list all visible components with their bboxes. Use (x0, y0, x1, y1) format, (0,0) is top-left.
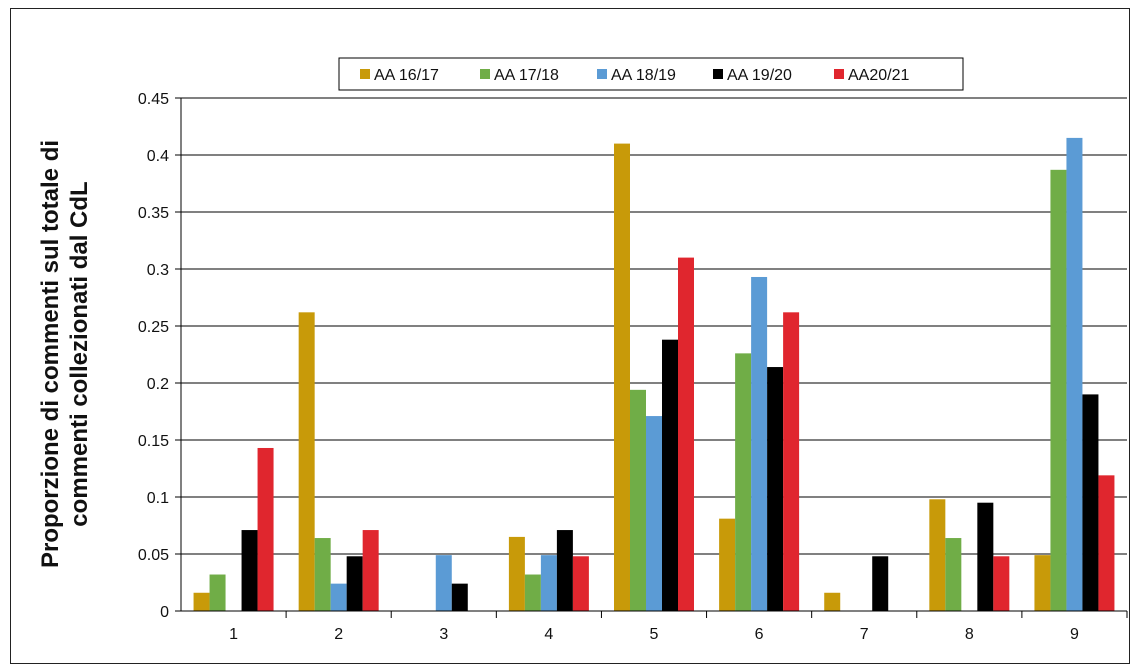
bar-aa-17-18-cat-2 (314, 538, 331, 611)
bar-aa-19-20-cat-3 (451, 583, 468, 611)
legend-box (338, 57, 964, 91)
bar-aa-19-20-cat-8 (977, 502, 994, 611)
legend-swatch (597, 69, 607, 79)
legend-swatch (360, 69, 370, 79)
y-tick-label: 0.3 (147, 262, 169, 279)
x-tick-label: 4 (544, 626, 553, 643)
y-tick-label: 0.1 (147, 490, 169, 507)
y-axis-label: Proporzione di commenti sul totale di co… (37, 140, 93, 568)
bar-aa-17-18-cat-1 (209, 574, 226, 611)
x-tick-label: 6 (755, 626, 764, 643)
y-tick-label: 0.35 (138, 205, 169, 222)
x-tick-labels: 1 2 3 4 5 6 7 8 9 (229, 626, 1079, 643)
bar-aa-19-20-cat-2 (346, 556, 363, 611)
legend: AA 16/17 AA 17/18 AA 18/19 AA 19/20 AA20/21 (338, 57, 964, 91)
bars (193, 137, 1115, 611)
legend-label: AA 17/18 (494, 67, 559, 84)
x-tick-label: 5 (650, 626, 659, 643)
bar-aa20-21-cat-5 (678, 257, 694, 611)
bar-aa-16-17-cat-6 (719, 518, 736, 611)
x-tick-label: 7 (860, 626, 869, 643)
bar-aa-18-19-cat-3 (435, 555, 452, 611)
bar-aa20-21-cat-8 (993, 556, 1010, 611)
bar-aa-18-19-cat-2 (330, 583, 347, 611)
x-tick-label: 2 (334, 626, 343, 643)
legend-swatch (713, 69, 723, 79)
legend-label: AA 16/17 (374, 67, 439, 84)
bar-aa-19-20-cat-7 (872, 556, 889, 611)
y-tick-label: 0 (160, 604, 169, 621)
legend-swatch (834, 69, 844, 79)
bar-aa-16-17-cat-2 (298, 312, 315, 611)
bar-aa20-21-cat-6 (783, 312, 800, 611)
bar-aa-16-17-cat-9 (1034, 555, 1051, 611)
bar-aa-19-20-cat-6 (767, 367, 784, 611)
legend-label: AA20/21 (848, 67, 909, 84)
y-tick-label: 0.4 (147, 148, 169, 165)
bar-aa-16-17-cat-7 (824, 592, 841, 611)
bar-aa-16-17-cat-1 (193, 592, 210, 611)
bar-aa-17-18-cat-5 (630, 389, 646, 611)
y-tick-label: 0.25 (138, 319, 169, 336)
y-axis-label-line-1: Proporzione di commenti sul totale di (37, 140, 64, 568)
bar-aa-17-18-cat-9 (1050, 169, 1067, 611)
y-tick-labels: 0 0.05 0.1 0.15 0.2 0.25 0.3 0.35 0.4 0.45 (138, 91, 169, 621)
y-tick-label: 0.45 (138, 91, 169, 108)
bar-aa-19-20-cat-4 (556, 530, 573, 611)
x-tick-label: 1 (229, 626, 238, 643)
legend-swatch (480, 69, 490, 79)
x-tick-label: 3 (439, 626, 448, 643)
bar-aa-19-20-cat-5 (662, 339, 678, 611)
y-axis-label-line-2: commenti collezionati dal CdL (66, 181, 93, 526)
bar-aa-17-18-cat-4 (524, 574, 541, 611)
bar-aa-18-19-cat-5 (646, 416, 662, 611)
bar-aa-18-19-cat-9 (1066, 137, 1083, 611)
bar-aa20-21-cat-4 (572, 556, 589, 611)
gridlines (175, 97, 1127, 612)
bar-aa-19-20-cat-9 (1082, 394, 1099, 611)
x-tick-label: 9 (1070, 626, 1079, 643)
y-tick-label: 0.15 (138, 433, 169, 450)
bar-aa-18-19-cat-6 (751, 276, 768, 611)
axes (180, 98, 1128, 618)
bar-aa-16-17-cat-4 (508, 536, 525, 611)
bar-aa-18-19-cat-4 (540, 555, 557, 611)
bar-aa-17-18-cat-6 (735, 353, 752, 611)
x-tick-label: 8 (965, 626, 974, 643)
bar-aa-16-17-cat-5 (614, 143, 630, 611)
bar-aa20-21-cat-2 (362, 530, 379, 611)
bar-aa20-21-cat-9 (1098, 475, 1115, 611)
y-tick-label: 0.2 (147, 376, 169, 393)
legend-label: AA 18/19 (611, 67, 676, 84)
bar-aa-16-17-cat-8 (929, 499, 946, 611)
bar-aa-17-18-cat-8 (945, 538, 962, 611)
y-tick-label: 0.05 (138, 547, 169, 564)
legend-label: AA 19/20 (727, 67, 792, 84)
bar-aa-19-20-cat-1 (241, 530, 258, 611)
bar-aa20-21-cat-1 (257, 447, 274, 611)
